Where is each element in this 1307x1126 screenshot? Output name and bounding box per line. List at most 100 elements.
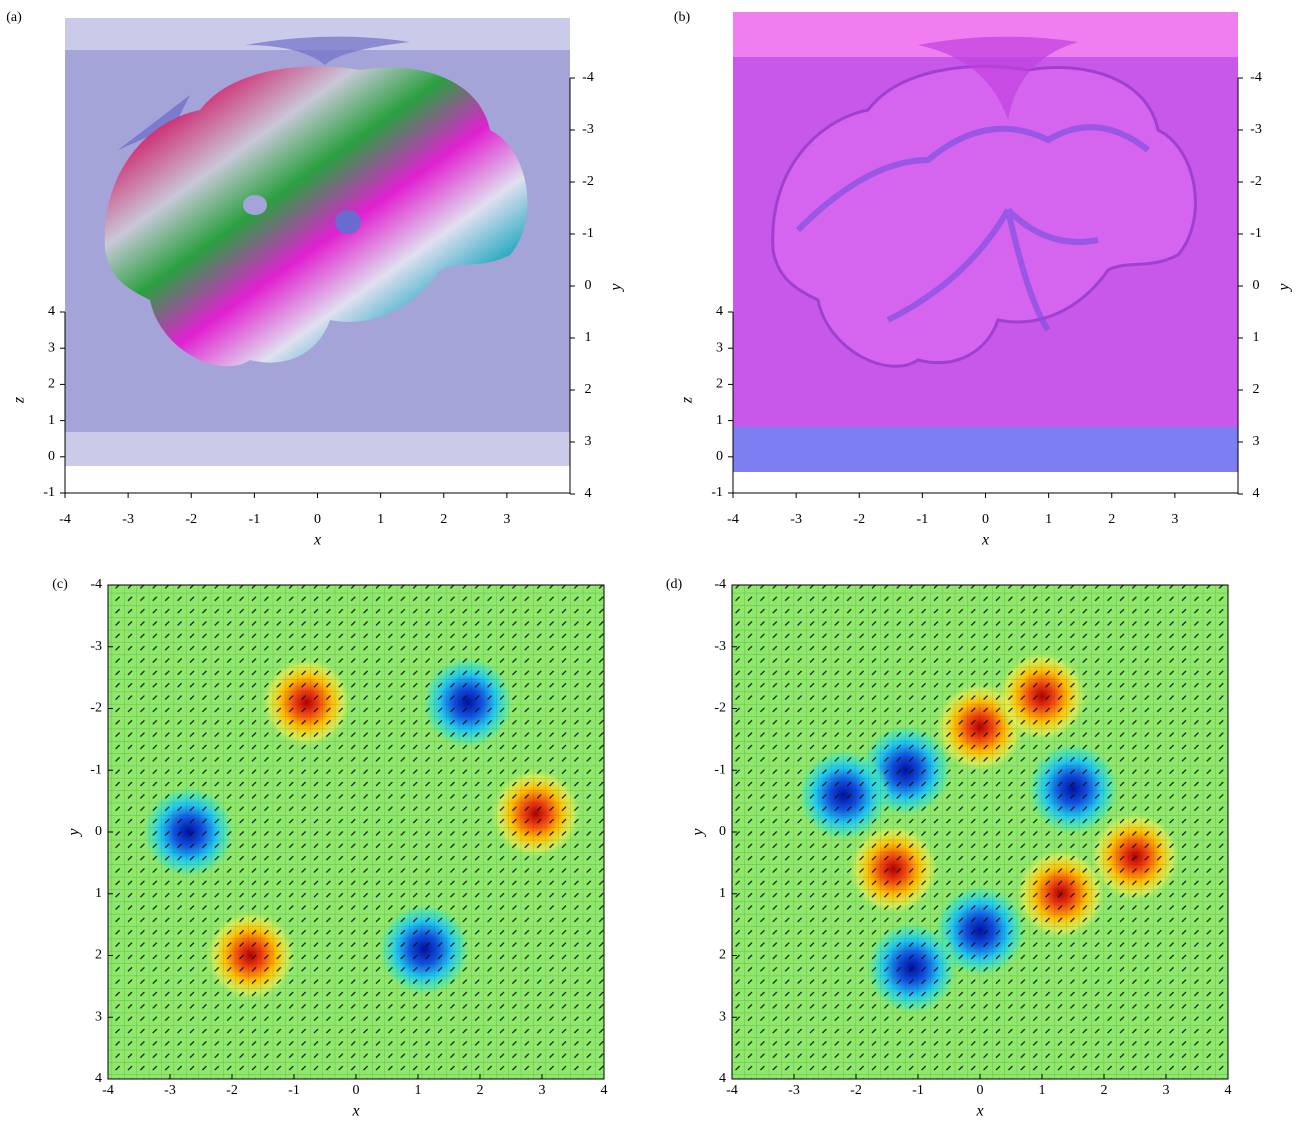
- x-tick-label: 3: [539, 1083, 546, 1098]
- y-tick-label: 1: [95, 886, 102, 901]
- z-tick-label: 0: [48, 449, 55, 464]
- z-axis-label: z: [679, 396, 696, 404]
- x-tick-label: 1: [415, 1083, 422, 1098]
- rendering: [733, 12, 1238, 472]
- x-tick-label: -4: [726, 1083, 738, 1098]
- x-tick-label: 3: [1163, 1083, 1170, 1098]
- y-tick-label: -2: [582, 174, 594, 189]
- z-tick-label: 4: [716, 304, 723, 319]
- rendering: [65, 18, 570, 466]
- y-tick-label: -4: [582, 70, 594, 85]
- y-tick-label: -1: [90, 762, 102, 777]
- z-tick-label: 1: [716, 413, 723, 428]
- x-tick-label: -3: [164, 1083, 176, 1098]
- vector-field: [108, 585, 604, 1079]
- x-tick-label: -2: [850, 1083, 862, 1098]
- y-tick-label: 4: [719, 1071, 726, 1086]
- z-tick-label: 2: [716, 377, 723, 392]
- y-tick-label: -3: [582, 122, 594, 137]
- y-tick-label: 4: [585, 486, 592, 501]
- y-tick-label: -4: [1250, 70, 1262, 85]
- x-tick-label: -1: [912, 1083, 924, 1098]
- y-tick-label: -3: [90, 639, 102, 654]
- y-tick-label: -4: [714, 577, 726, 592]
- x-tick-label: 2: [440, 512, 447, 527]
- y-tick-label: 2: [95, 948, 102, 963]
- x-axis-label: x: [981, 532, 989, 549]
- x-tick-label: -2: [226, 1083, 238, 1098]
- y-tick-label: -2: [90, 701, 102, 716]
- y-tick-label: 0: [719, 824, 726, 839]
- x-tick-label: 3: [503, 512, 510, 527]
- y-axis-label: y: [690, 828, 707, 838]
- panel-label: (c): [52, 577, 68, 592]
- plane: [733, 427, 1238, 472]
- y-tick-label: 4: [95, 1071, 102, 1086]
- y-tick-label: 4: [1253, 486, 1260, 501]
- z-tick-label: 4: [48, 304, 55, 319]
- y-axis-label: y: [66, 828, 83, 838]
- x-tick-label: -2: [185, 512, 197, 527]
- y-tick-label: -2: [1250, 174, 1262, 189]
- x-tick-label: -1: [288, 1083, 300, 1098]
- z-tick-label: 3: [716, 340, 723, 355]
- z-axis-label: z: [11, 396, 28, 404]
- y-tick-label: 0: [95, 824, 102, 839]
- x-tick-label: 0: [982, 512, 989, 527]
- x-tick-label: -4: [59, 512, 71, 527]
- x-tick-label: 2: [1108, 512, 1115, 527]
- x-tick-label: 0: [977, 1083, 984, 1098]
- x-tick-label: 0: [353, 1083, 360, 1098]
- x-tick-label: 1: [1045, 512, 1052, 527]
- y-tick-label: 1: [1253, 330, 1260, 345]
- z-tick-label: 3: [48, 340, 55, 355]
- x-tick-label: 2: [477, 1083, 484, 1098]
- y-tick-label: -2: [714, 701, 726, 716]
- x-tick-label: 1: [377, 512, 384, 527]
- hole: [335, 210, 361, 234]
- z-tick-label: 1: [48, 413, 55, 428]
- y-axis-label: y: [1276, 283, 1293, 293]
- y-tick-label: 1: [719, 886, 726, 901]
- y-tick-label: 0: [585, 278, 592, 293]
- page: {"chart_data": [ {"type": "surface3d", "…: [0, 0, 1307, 1126]
- y-tick-label: 1: [585, 330, 592, 345]
- x-tick-label: -1: [917, 512, 929, 527]
- y-tick-label: 3: [1253, 434, 1260, 449]
- y-tick-label: -3: [714, 639, 726, 654]
- y-axis-label: y: [608, 283, 625, 293]
- y-tick-label: -3: [1250, 122, 1262, 137]
- x-axis-label: x: [313, 532, 321, 549]
- y-tick-label: 2: [585, 382, 592, 397]
- y-tick-label: 2: [1253, 382, 1260, 397]
- y-tick-label: -1: [582, 226, 594, 241]
- x-tick-label: 1: [1039, 1083, 1046, 1098]
- x-tick-label: -1: [249, 512, 261, 527]
- x-tick-label: 2: [1101, 1083, 1108, 1098]
- x-tick-label: -4: [727, 512, 739, 527]
- x-tick-label: -3: [790, 512, 802, 527]
- vector-field: [732, 585, 1228, 1079]
- panel-label: (d): [666, 577, 683, 592]
- x-axis-label: x: [351, 1103, 359, 1120]
- z-tick-label: -1: [43, 485, 55, 500]
- x-axis-label: x: [975, 1103, 983, 1120]
- x-tick-label: 4: [1225, 1083, 1232, 1098]
- y-tick-label: 3: [719, 1009, 726, 1024]
- panel-label: (a): [6, 10, 22, 25]
- z-tick-label: 2: [48, 377, 55, 392]
- x-tick-label: -3: [122, 512, 134, 527]
- y-tick-label: 3: [95, 1009, 102, 1024]
- y-tick-label: 0: [1253, 278, 1260, 293]
- z-tick-label: -1: [711, 485, 723, 500]
- z-tick-label: 0: [716, 449, 723, 464]
- hole: [243, 195, 267, 215]
- x-tick-label: -3: [788, 1083, 800, 1098]
- x-tick-label: 3: [1171, 512, 1178, 527]
- y-tick-label: -1: [1250, 226, 1262, 241]
- y-tick-label: 2: [719, 948, 726, 963]
- y-tick-label: -4: [90, 577, 102, 592]
- x-tick-label: 0: [314, 512, 321, 527]
- x-tick-label: -4: [102, 1083, 114, 1098]
- x-tick-label: 4: [601, 1083, 608, 1098]
